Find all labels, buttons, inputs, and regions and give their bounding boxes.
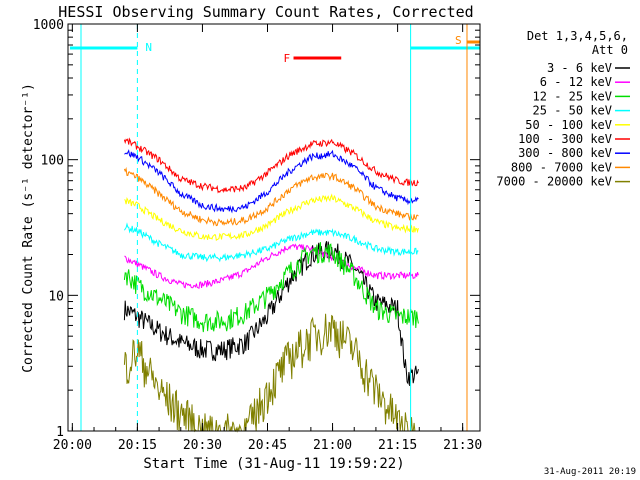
y-tick-label: 10 xyxy=(48,289,64,304)
series-line-5 xyxy=(123,137,419,194)
footer-date: 31-Aug-2011 20:19 xyxy=(544,467,636,477)
legend-label-6: 300 - 800 keV xyxy=(518,146,612,160)
series-line-8 xyxy=(123,313,419,433)
legend-label-4: 50 - 100 keV xyxy=(525,118,612,132)
x-tick-label: 20:15 xyxy=(118,438,157,453)
series-line-3 xyxy=(123,222,419,263)
series-line-1 xyxy=(124,243,419,289)
legend-label-7: 800 - 7000 keV xyxy=(511,160,612,174)
legend-label-3: 25 - 50 keV xyxy=(533,104,612,118)
series-line-4 xyxy=(124,193,419,242)
x-axis-label: Start Time (31-Aug-11 19:59:22) xyxy=(143,456,404,472)
series-line-6 xyxy=(124,149,419,214)
legend-header-2: Att 0 xyxy=(592,43,628,57)
legend-label-8: 7000 - 20000 keV xyxy=(496,175,612,189)
legend-label-5: 100 - 300 keV xyxy=(518,132,612,146)
x-tick-label: 20:30 xyxy=(183,438,222,453)
series-line-0 xyxy=(123,241,419,387)
plot-frame xyxy=(67,23,481,432)
y-axis: 1 10 100 1000 xyxy=(33,18,480,440)
y-tick-label: 1000 xyxy=(33,18,64,33)
series-line-7 xyxy=(123,166,419,227)
series-layer xyxy=(123,137,419,433)
x-tick-label: 21:30 xyxy=(443,438,482,453)
x-tick-label: 20:45 xyxy=(248,438,287,453)
x-tick-label: 21:15 xyxy=(378,438,417,453)
markers-layer: N F S xyxy=(70,24,481,431)
x-tick-label: 20:00 xyxy=(53,438,92,453)
marker-label-s: S xyxy=(455,34,462,47)
chart-title: HESSI Observing Summary Count Rates, Cor… xyxy=(58,3,473,21)
marker-label-n: N xyxy=(145,41,152,54)
y-tick-label: 100 xyxy=(41,154,64,169)
legend-label-0: 3 - 6 keV xyxy=(547,61,612,75)
x-axis: 20:00 20:15 20:30 20:45 21:00 21:15 21:30 xyxy=(53,24,482,453)
legend-label-1: 6 - 12 keV xyxy=(540,75,612,89)
x-tick-label: 21:00 xyxy=(313,438,352,453)
y-axis-label: Corrected Count Rate (s⁻¹ detector⁻¹) xyxy=(21,83,36,373)
y-tick-label: 1 xyxy=(56,425,64,440)
series-line-2 xyxy=(123,242,419,333)
marker-label-f: F xyxy=(284,52,291,65)
legend-header-1: Det 1,3,4,5,6, xyxy=(527,29,628,43)
legend-label-2: 12 - 25 keV xyxy=(533,89,612,103)
